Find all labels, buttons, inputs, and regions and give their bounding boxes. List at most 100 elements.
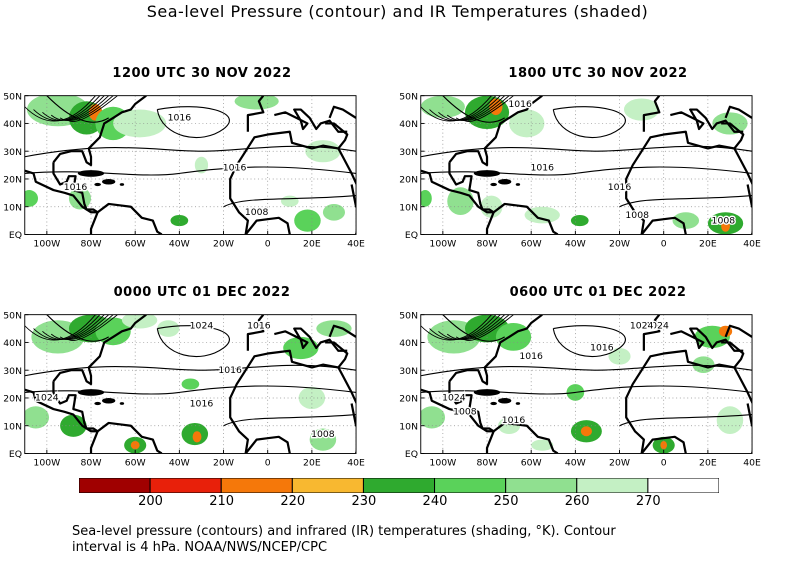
contour-label: 1008 <box>245 207 269 218</box>
colorbar-label: 210 <box>209 494 235 509</box>
lon-tick-label: 60W <box>521 239 542 250</box>
contour-label: 1008 <box>712 215 736 226</box>
ir-patch <box>305 140 341 163</box>
lat-tick-label: 30N <box>3 366 22 377</box>
lon-tick-label: 60W <box>521 458 542 469</box>
lat-tick-label: 30N <box>399 147 418 158</box>
lon-tick-label: 100W <box>33 458 60 469</box>
ir-patch <box>672 212 700 229</box>
contour-label: 1008 <box>311 429 335 440</box>
caption: Sea-level pressure (contours) and infrar… <box>72 524 772 556</box>
colorbar-label: 200 <box>138 494 163 509</box>
ir-patch <box>570 215 589 227</box>
lon-tick-label: 20W <box>609 239 630 250</box>
ir-patch <box>531 439 554 451</box>
lon-tick-label: 100W <box>429 458 456 469</box>
lon-tick-label: 0 <box>265 458 271 469</box>
lat-tick-label: 10N <box>399 202 418 213</box>
ir-patch <box>309 428 337 451</box>
ir-patch <box>420 190 432 207</box>
caption-line-1: Sea-level pressure (contours) and infrar… <box>72 524 616 539</box>
contour-label: 1016 <box>608 182 632 193</box>
ir-patch <box>716 406 744 435</box>
ir-patch <box>121 314 158 329</box>
lat-tick-label: 50N <box>3 91 22 102</box>
lon-tick-label: 60W <box>125 239 146 250</box>
lat-tick-label: EQ <box>405 230 418 241</box>
lon-tick-label: 80W <box>81 239 102 250</box>
lat-tick-label: 40N <box>3 119 22 130</box>
panel-title: 1800 UTC 30 NOV 2022 <box>508 66 688 81</box>
lon-tick-label: 40E <box>743 239 761 250</box>
colorbar-label: 270 <box>635 494 661 509</box>
colorbar-swatch <box>79 478 151 493</box>
ir-patch <box>24 406 50 429</box>
lat-tick-label: 50N <box>399 310 418 321</box>
ir-patch <box>498 417 521 435</box>
lat-tick-label: 10N <box>399 421 418 432</box>
ir-patch <box>181 378 200 390</box>
contour-label: 1016 <box>64 182 88 193</box>
ir-patch <box>234 95 279 110</box>
contour-label: 1016 <box>508 99 532 110</box>
contour-label: 1016 <box>247 321 271 332</box>
lat-tick-label: EQ <box>9 449 22 460</box>
contour-label: 1016 <box>168 113 192 124</box>
ir-patch <box>280 195 299 207</box>
lat-tick-label: 10N <box>3 202 22 213</box>
contour-label: 1016 <box>502 415 526 426</box>
contour-label: 1024 <box>630 321 654 332</box>
ir-patch <box>170 215 189 227</box>
lat-tick-label: EQ <box>405 449 418 460</box>
main-title: Sea-level Pressure (contour) and IR Temp… <box>146 2 649 21</box>
contour-label: 1016 <box>590 343 614 354</box>
ir-patch <box>420 406 446 429</box>
colorbar-label: 260 <box>564 494 590 509</box>
ir-patch <box>294 209 321 232</box>
contour-label: 1016 <box>218 365 242 376</box>
lat-tick-label: 40N <box>399 119 418 130</box>
lon-tick-label: 0 <box>661 458 667 469</box>
lon-tick-label: 20W <box>213 239 234 250</box>
panel-title: 0000 UTC 01 DEC 2022 <box>113 285 291 300</box>
lat-tick-label: 40N <box>3 338 22 349</box>
contour-label: 1008 <box>625 210 649 221</box>
lon-tick-label: 40E <box>347 239 365 250</box>
lon-tick-label: 20E <box>303 458 321 469</box>
lat-tick-label: 10N <box>3 421 22 432</box>
panel-title: 0600 UTC 01 DEC 2022 <box>509 285 687 300</box>
colorbar-swatch <box>149 478 222 493</box>
colorbar-swatch <box>362 478 436 493</box>
colorbar-swatch <box>576 478 649 493</box>
lon-tick-label: 40W <box>565 239 586 250</box>
ir-patch <box>623 98 660 121</box>
ir-patch <box>322 203 346 221</box>
lon-tick-label: 0 <box>661 239 667 250</box>
ir-patch <box>194 156 209 174</box>
lat-tick-label: 50N <box>399 91 418 102</box>
lat-tick-label: 40N <box>399 338 418 349</box>
lon-tick-label: 0 <box>265 239 271 250</box>
lon-tick-label: 80W <box>477 458 498 469</box>
lat-tick-label: 20N <box>3 175 22 186</box>
colorbar-label: 230 <box>351 494 377 509</box>
colorbar-swatch <box>291 478 364 493</box>
lon-tick-label: 20E <box>303 239 321 250</box>
contour-label: 1024 <box>190 321 214 332</box>
lon-tick-label: 80W <box>477 239 498 250</box>
lat-tick-label: 20N <box>399 394 418 405</box>
lat-tick-label: 30N <box>3 147 22 158</box>
colorbar <box>79 478 719 493</box>
colorbar-swatch <box>434 478 507 493</box>
ir-patch <box>692 356 715 373</box>
panel-title: 1200 UTC 30 NOV 2022 <box>112 66 292 81</box>
lon-tick-label: 100W <box>33 239 60 250</box>
lon-tick-label: 20W <box>213 458 234 469</box>
ir-patch <box>580 426 592 437</box>
colorbar-label: 240 <box>422 494 448 509</box>
colorbar-swatch <box>220 478 293 493</box>
lat-tick-label: EQ <box>9 230 22 241</box>
contour-label: 1016 <box>190 398 214 409</box>
contour-label: 1024 <box>442 393 466 404</box>
ir-patch <box>509 109 545 138</box>
